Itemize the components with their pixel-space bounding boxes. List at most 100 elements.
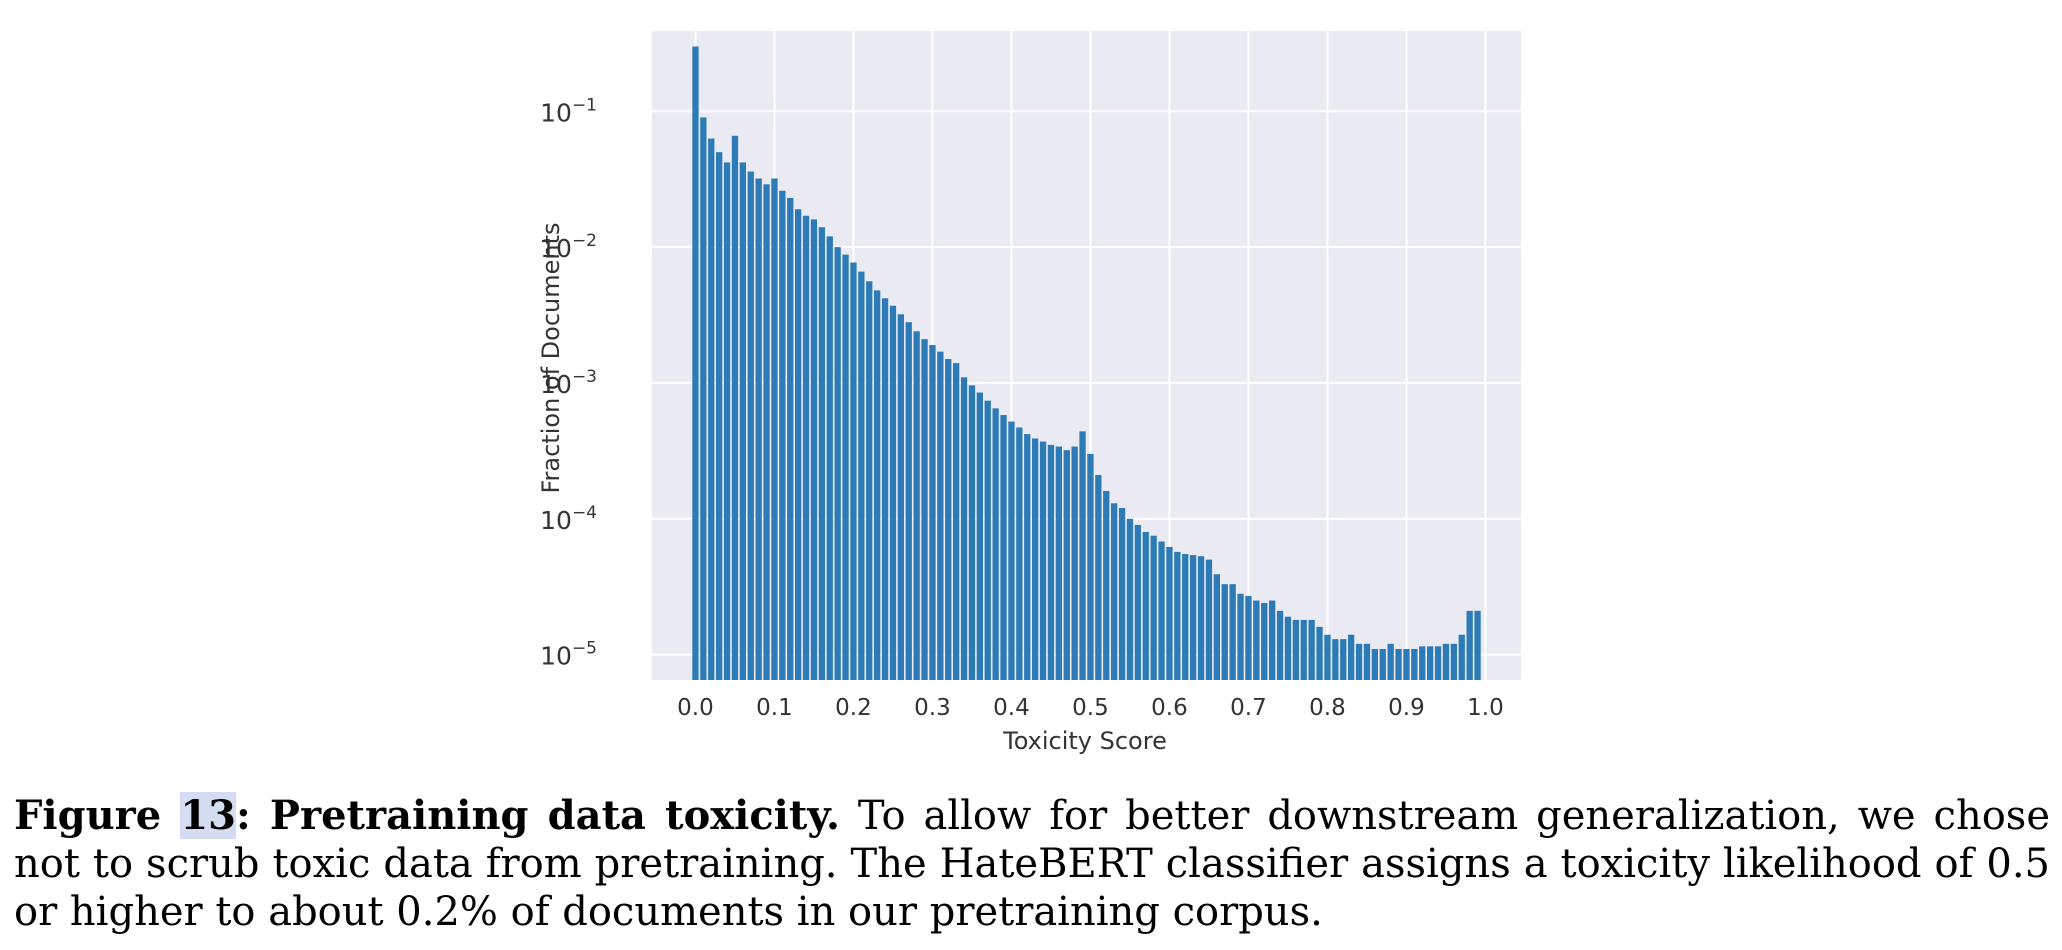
x-tick-label: 0.5 [1072,695,1109,721]
histogram-bar [1253,600,1260,680]
histogram-bar [897,314,904,680]
histogram-bar [1450,643,1457,680]
histogram-bar [1442,643,1450,680]
histogram-bar [937,351,944,680]
histogram-bar [1087,453,1094,680]
histogram-bar [881,298,889,680]
histogram-bar [929,345,936,680]
histogram-bar [858,271,865,680]
histogram-bar [731,135,739,680]
x-tick-label: 1.0 [1467,695,1504,721]
x-tick-label: 0.1 [756,695,793,721]
histogram-bar [889,305,897,680]
histogram-bar [1269,600,1276,680]
histogram-bar [1332,639,1339,680]
caption-figure-word: Figure [14,792,181,839]
histogram-bar [779,190,786,681]
histogram-bar [953,363,960,680]
caption-body: To allow for better downstream generaliz… [14,793,2050,935]
histogram-bar [913,331,920,680]
histogram-bar [1190,555,1197,680]
histogram-bar [1427,646,1434,680]
histogram-bar [1016,427,1023,680]
histogram-bar [1276,610,1284,680]
histogram-bar [1111,503,1118,680]
histogram-bar [818,227,825,680]
y-tick-label: 10−5 [540,639,597,671]
histogram-bar [1379,648,1386,680]
histogram-bar [1103,491,1110,680]
histogram-bar [1348,634,1355,680]
histogram-bar [1458,634,1465,680]
caption-figure-number: 13 [180,792,236,839]
histogram-bar [1466,610,1473,680]
histogram-bar [1071,446,1078,680]
x-tick-label: 0.3 [914,695,951,721]
histogram-bar [1182,554,1189,680]
histogram-bar [905,322,912,680]
histogram-bar [850,262,857,680]
y-tick-label: 10−4 [540,503,597,535]
y-tick-label: 10−3 [540,367,597,399]
histogram-bar [842,254,849,681]
histogram-bar [708,138,715,681]
histogram-bar [1229,584,1236,680]
histogram-bar [771,178,778,680]
x-tick-label: 0.0 [677,695,714,721]
x-tick-label: 0.7 [1230,695,1267,721]
histogram-bar [1166,546,1173,680]
histogram-bar [1126,518,1134,680]
histogram-bar [1308,619,1315,680]
histogram-bar [1371,648,1378,680]
histogram-bar [1292,619,1299,680]
histogram-bar [1411,648,1418,680]
toxicity-histogram-chart: 0.0 0.1 0.2 0.3 0.4 0.5 0.6 0.7 0.8 0.9 1.0 10−110… [537,31,1521,755]
histogram-bars [692,46,1481,681]
histogram-bar [1261,602,1268,680]
histogram-bar [992,408,999,680]
histogram-bar [1245,595,1252,680]
histogram-bar [1095,474,1102,680]
histogram-bar [874,290,881,680]
histogram-bar [960,377,968,680]
x-axis-label: Toxicity Score [1002,727,1167,755]
histogram-bar [1063,450,1070,680]
histogram-bar [1221,584,1228,680]
histogram-bar [755,178,762,680]
histogram-bar [1355,643,1363,680]
histogram-bar [716,152,723,680]
caption-title: : Pretraining data toxicity. [236,792,840,839]
histogram-bar [826,236,833,681]
histogram-bar [1237,593,1244,680]
histogram-bar [968,385,976,680]
histogram-bar [945,359,952,680]
histogram-bar [1205,559,1213,680]
histogram-bar [1324,634,1331,680]
histogram-bar [984,400,991,680]
histogram-bar [1419,646,1426,680]
histogram-bar [700,117,707,680]
histogram-bar [1403,648,1410,680]
histogram-bar [1039,441,1047,680]
histogram-bar [1142,531,1149,680]
histogram-bar [1434,646,1442,680]
histogram-bar [921,339,928,680]
histogram-bar [1316,626,1323,680]
histogram-bar [866,281,873,680]
histogram-bar [1024,434,1031,680]
histogram-bar [1134,524,1141,680]
figure: 0.0 0.1 0.2 0.3 0.4 0.5 0.6 0.7 0.8 0.9 1.0 10−1 10… [14,31,2050,935]
grid-lines [652,31,1521,680]
histogram-bar [795,209,802,680]
histogram-bar [1055,446,1062,680]
x-tick-label: 0.8 [1309,695,1346,721]
x-tick-label: 0.4 [993,695,1030,721]
histogram-bar [1395,648,1402,680]
histogram-bar [1387,643,1394,680]
histogram-bar [692,46,699,680]
histogram-bar [1363,643,1371,680]
histogram-bar [747,171,754,680]
histogram-bar [1000,415,1007,680]
histogram-bar [1340,639,1347,680]
histogram-bar [976,392,983,680]
